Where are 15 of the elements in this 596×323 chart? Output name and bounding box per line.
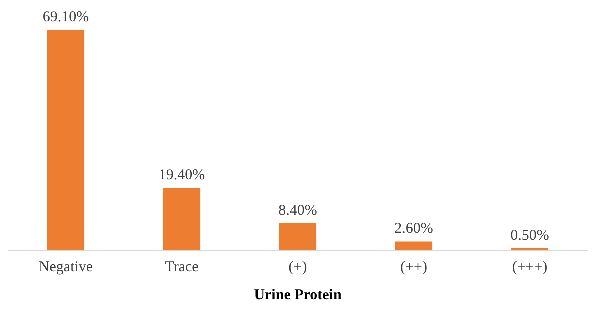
data-label: 19.40% bbox=[158, 168, 206, 184]
data-label: 2.60% bbox=[394, 221, 434, 238]
data-label: 69.10% bbox=[42, 10, 90, 26]
bar bbox=[395, 242, 433, 250]
data-label: 0.50% bbox=[510, 228, 550, 244]
x-tick-label: (+) bbox=[288, 260, 308, 276]
bar bbox=[47, 30, 85, 250]
x-tick-label: (+++) bbox=[512, 260, 548, 276]
x-tick-label: Trace bbox=[165, 260, 200, 276]
x-tick-label: (++) bbox=[400, 260, 428, 276]
x-axis-title: Urine Protein bbox=[254, 288, 342, 304]
x-tick-label: Negative bbox=[38, 260, 94, 276]
bar bbox=[163, 188, 201, 250]
data-label: 8.40% bbox=[278, 202, 318, 219]
bar bbox=[279, 223, 317, 250]
